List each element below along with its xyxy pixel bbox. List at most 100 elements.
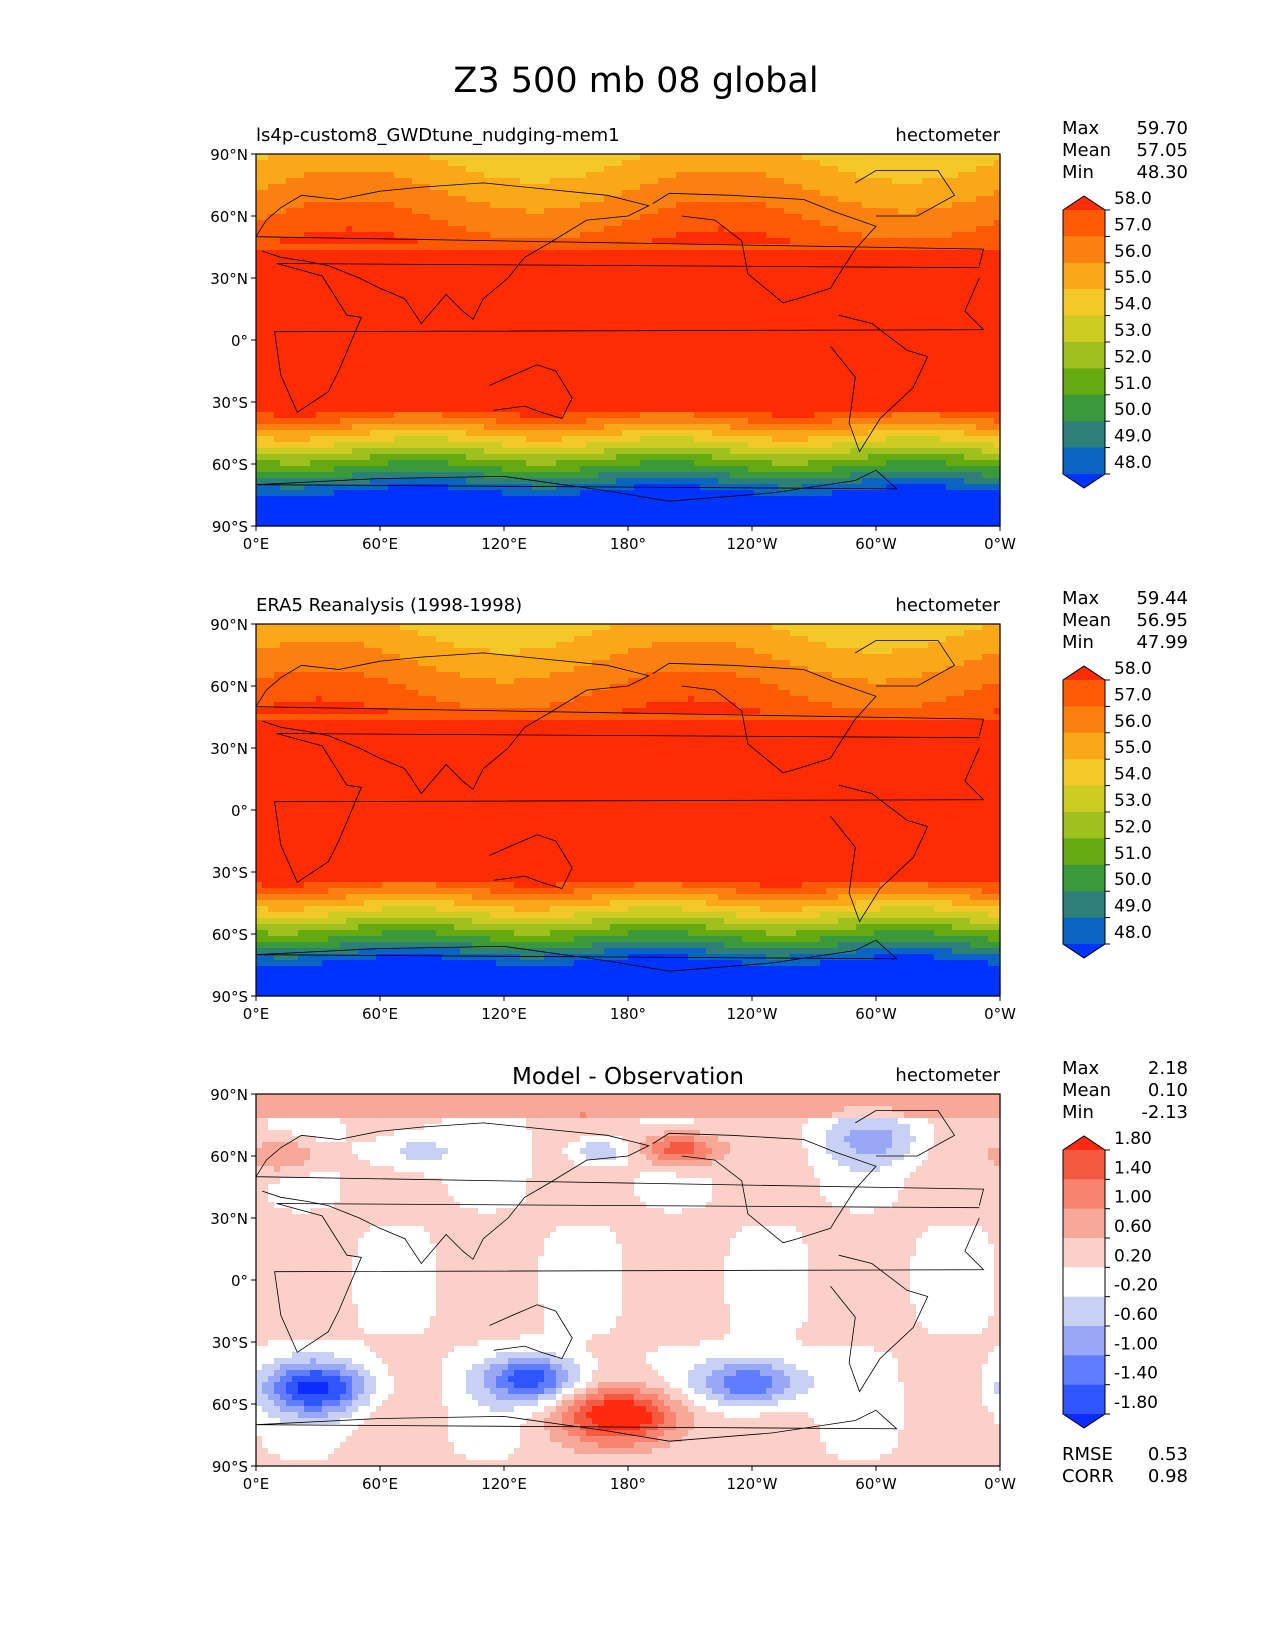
- field-cell: [460, 702, 551, 709]
- field-cell: [904, 1154, 929, 1161]
- field-cell: [568, 1154, 587, 1161]
- field-cell: [760, 906, 803, 913]
- field-cell: [724, 226, 839, 233]
- field-cell: [640, 436, 695, 443]
- field-cell: [256, 1244, 359, 1251]
- field-cell: [490, 936, 575, 943]
- field-cell: [586, 1400, 605, 1407]
- field-cell: [724, 1382, 773, 1389]
- field-cell: [502, 442, 587, 449]
- field-cell: [376, 1136, 533, 1143]
- field-cell: [694, 1424, 821, 1431]
- field-cell: [658, 1154, 707, 1161]
- field-cell: [604, 424, 731, 431]
- field-cell: [856, 924, 953, 931]
- field-cell: [634, 1190, 713, 1197]
- field-cell: [256, 834, 1001, 841]
- field-cell: [604, 196, 839, 203]
- field-cell: [544, 1418, 563, 1425]
- field-cell: [544, 1328, 611, 1335]
- field-cell: [628, 1154, 647, 1161]
- y-tick-label: 0°: [231, 802, 248, 820]
- field-cell: [532, 1412, 551, 1419]
- field-cell: [580, 1376, 593, 1383]
- field-cell: [592, 1406, 647, 1413]
- field-cell: [802, 184, 1001, 191]
- field-cell: [928, 882, 1001, 889]
- field-cell: [556, 642, 653, 649]
- field-cell: [526, 1178, 635, 1185]
- field-cell: [550, 1430, 569, 1437]
- field-cell: [598, 1358, 647, 1365]
- field-cell: [280, 1394, 293, 1401]
- field-cell: [430, 1232, 551, 1239]
- field-cell: [610, 624, 773, 631]
- panel-test: 90°N 60°N 30°N 0° 30°S 60°S 90°S0°E 60°E 120°E 18…: [210, 118, 1188, 553]
- field-cell: [976, 424, 1001, 431]
- coastline: [255, 652, 985, 795]
- y-tick-label: 30°S: [212, 864, 248, 882]
- field-cell: [352, 226, 467, 233]
- field-cell: [340, 1400, 353, 1407]
- field-cell: [430, 1322, 545, 1329]
- field-cell: [256, 1298, 353, 1305]
- field-cell: [706, 1142, 731, 1149]
- field-cell: [802, 1238, 917, 1245]
- field-cell: [706, 1394, 725, 1401]
- field-cell: [640, 214, 803, 221]
- field-cell: [772, 460, 809, 467]
- field-cell: [652, 1148, 665, 1155]
- field-cell: [268, 1376, 281, 1383]
- field-cell: [556, 1226, 611, 1233]
- field-cell: [868, 430, 965, 437]
- x-tick-label: 180°: [610, 535, 646, 553]
- field-cell: [550, 1412, 563, 1419]
- field-cell: [772, 654, 983, 661]
- colorbar-extend-min: [1063, 474, 1105, 488]
- field-cell: [256, 648, 383, 655]
- field-cell: [514, 1406, 545, 1413]
- field-cell: [256, 1310, 359, 1317]
- field-cell: [916, 1238, 989, 1245]
- colorbar-segment: [1063, 1384, 1105, 1415]
- field-cell: [436, 666, 575, 673]
- field-cell: [964, 454, 1001, 461]
- y-tick-label: 90°N: [210, 1086, 248, 1104]
- field-cell: [688, 1376, 707, 1383]
- x-tick-label: 120°W: [727, 1005, 778, 1023]
- field-cell: [394, 1166, 533, 1173]
- field-cell: [334, 490, 503, 497]
- field-cell: [940, 412, 1001, 419]
- field-cell: [340, 1394, 353, 1401]
- colorbar-segment: [1063, 732, 1105, 760]
- field-cell: [274, 954, 299, 961]
- units-label: hectometer: [895, 125, 1000, 146]
- field-cell: [562, 1400, 575, 1407]
- field-cell: [982, 1388, 995, 1395]
- coastline: [855, 170, 956, 217]
- coastline: [255, 469, 898, 502]
- field-cell: [256, 708, 389, 715]
- field-cell: [436, 1142, 533, 1149]
- field-cell: [454, 1196, 527, 1203]
- field-cell: [256, 690, 419, 697]
- field-cell: [538, 1298, 623, 1305]
- field-cell: [256, 316, 1001, 323]
- field-cell: [532, 1142, 569, 1149]
- field-cell: [286, 1382, 299, 1389]
- field-cell: [796, 1334, 1001, 1341]
- field-cell: [586, 442, 749, 449]
- field-cell: [838, 166, 977, 173]
- field-cell: [706, 1376, 725, 1383]
- field-cell: [304, 906, 383, 913]
- field-cell: [340, 1370, 359, 1377]
- field-cell: [820, 220, 995, 227]
- field-cell: [952, 202, 1001, 209]
- field-cell: [262, 1436, 347, 1443]
- colorbar-segment: [1063, 1326, 1105, 1356]
- stat-value-max: 59.70: [1136, 118, 1188, 139]
- field-cell: [952, 232, 1001, 239]
- field-cell: [988, 912, 1001, 919]
- field-cell: [646, 1136, 665, 1143]
- field-cell: [610, 924, 707, 931]
